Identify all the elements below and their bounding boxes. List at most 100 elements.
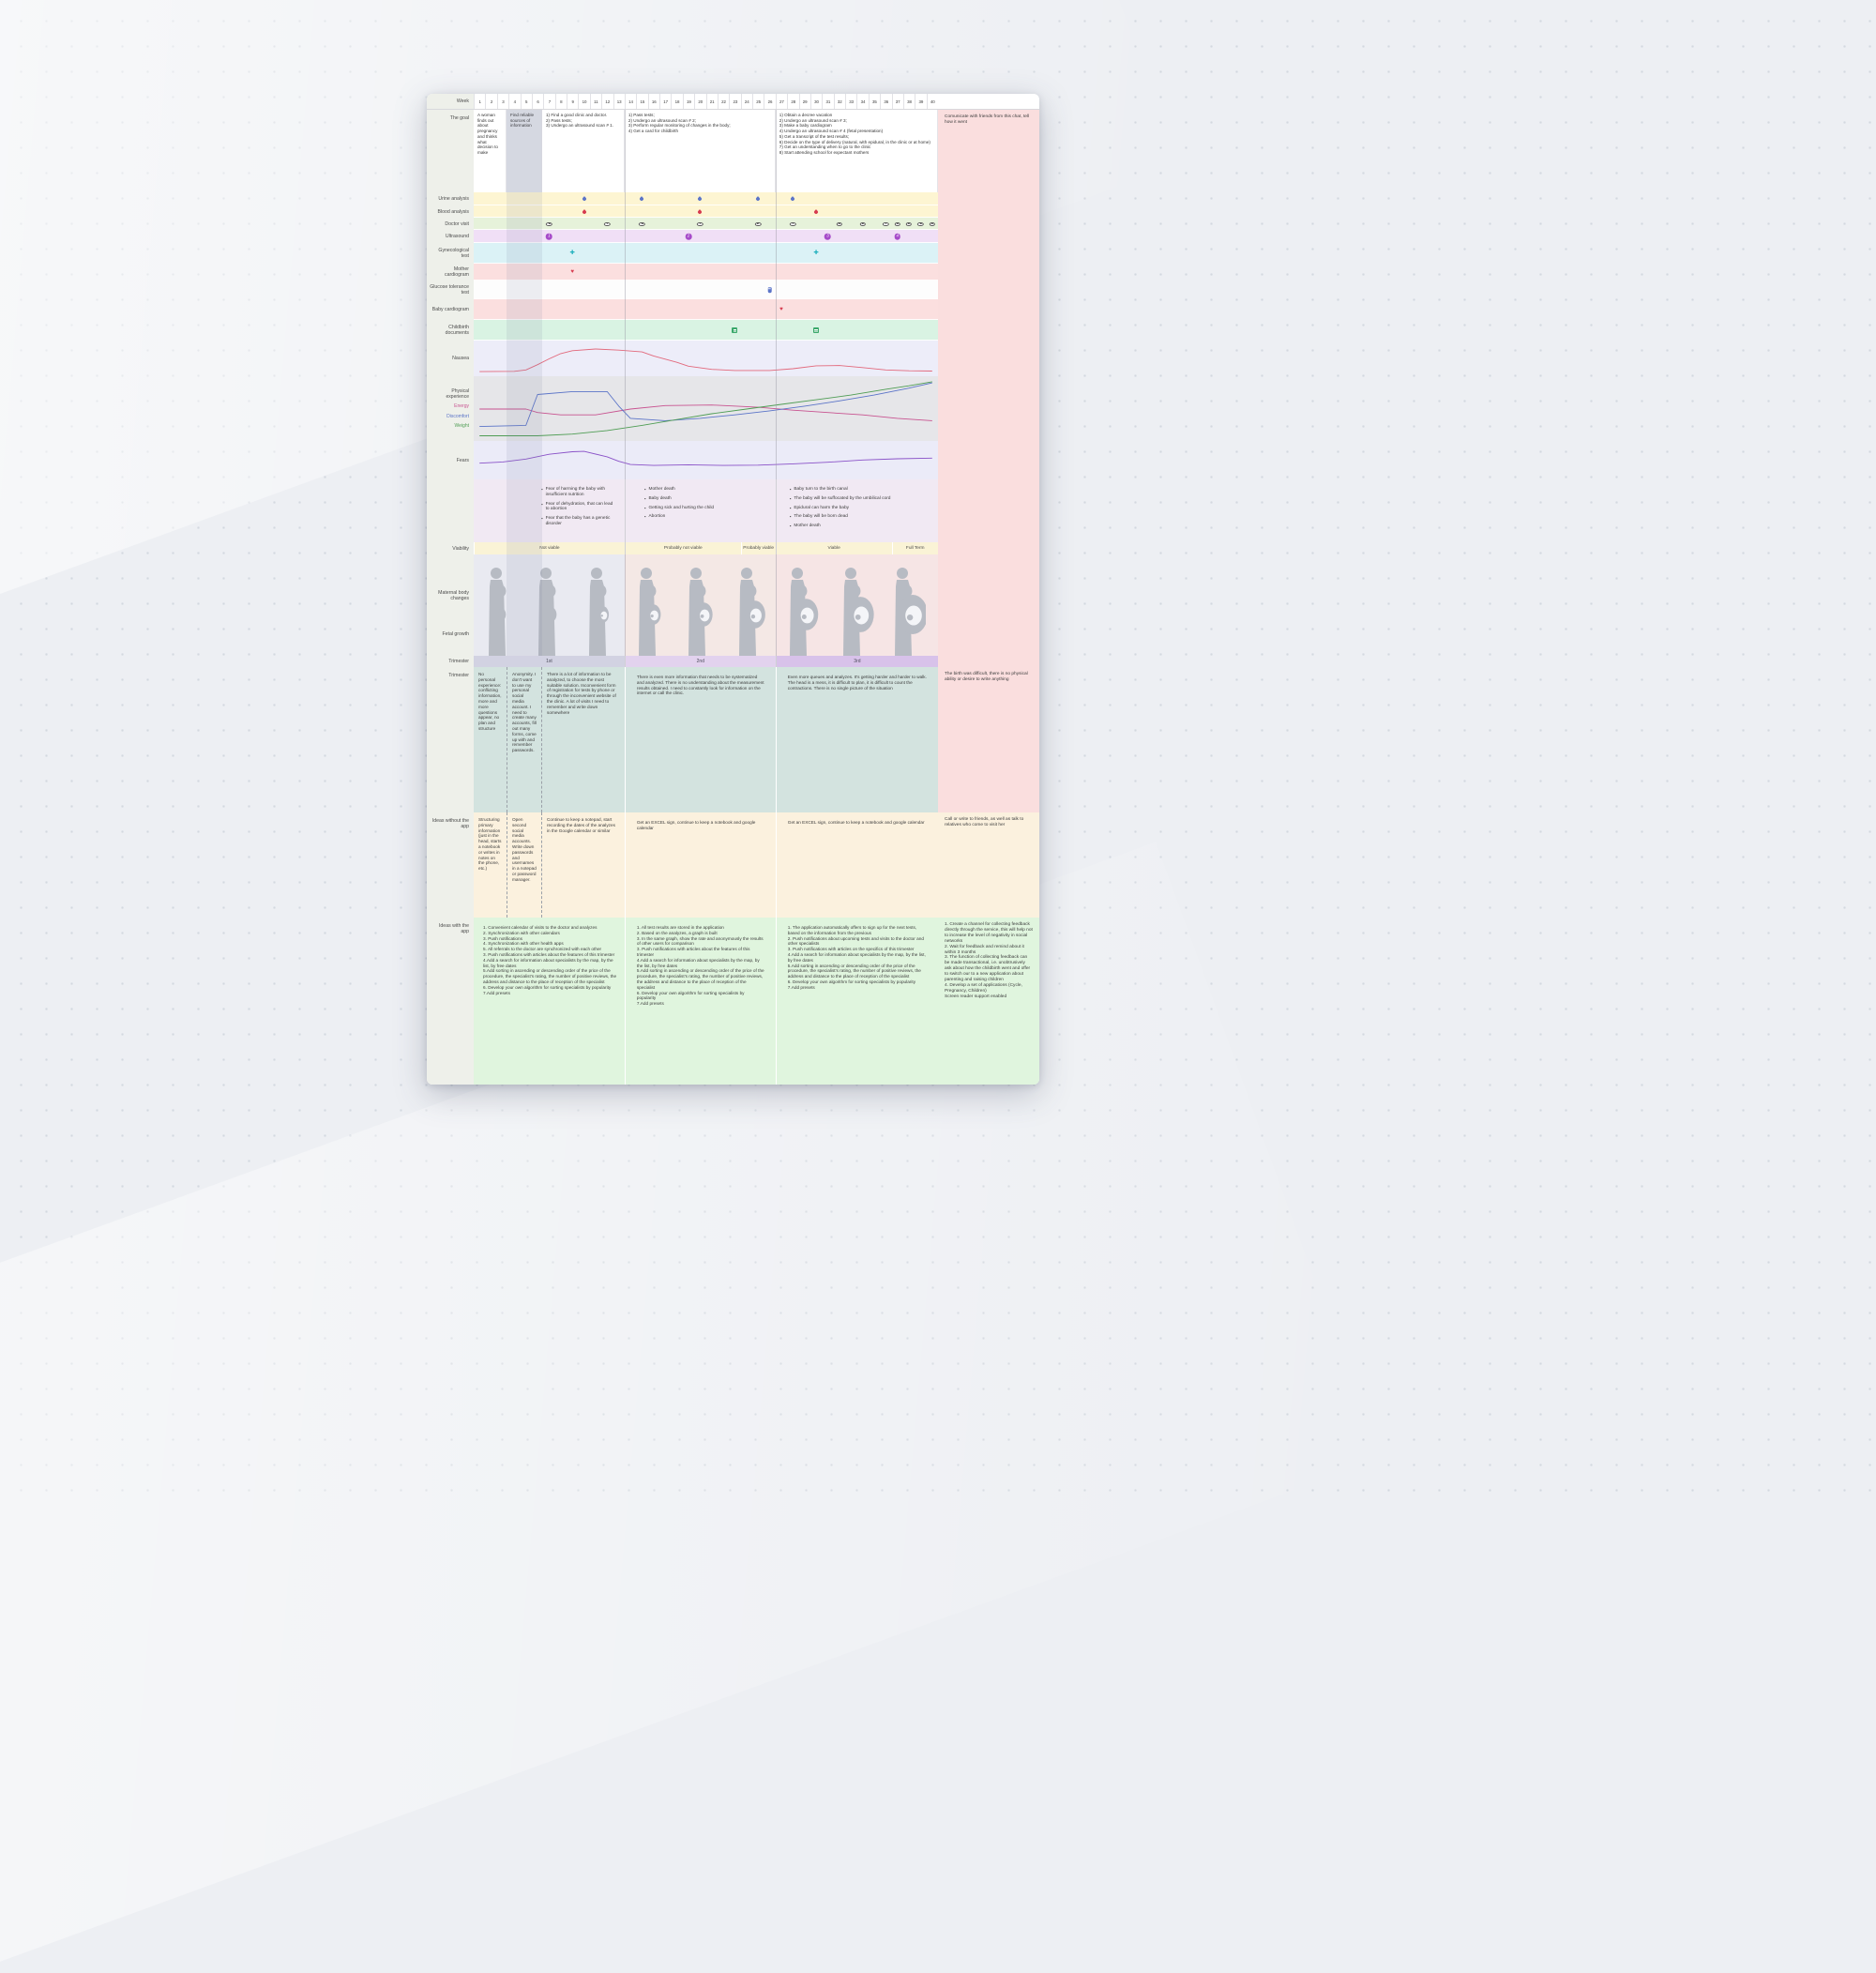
note-trimester-3: Even more queues and analyzes. It's gett… bbox=[775, 667, 938, 812]
app-idea-trimester-1: 1. Convenient calendar of visits to the … bbox=[483, 925, 617, 995]
note-weeks-3-5: Anonymity. I don't want to use my person… bbox=[507, 667, 542, 812]
fear-item: ▪ Abortion bbox=[643, 514, 666, 520]
pregnant-silhouette bbox=[489, 568, 507, 656]
fears-label: Fears bbox=[427, 441, 474, 479]
ultrasound-number-icon: 3 bbox=[825, 233, 831, 240]
week-number: 10 bbox=[578, 94, 589, 109]
test-band bbox=[474, 192, 938, 205]
pregnant-silhouette bbox=[895, 568, 926, 656]
plus-icon: ✚ bbox=[813, 249, 819, 256]
tests-section: Urine analysis Blood analysis Doctor visit… bbox=[427, 192, 1039, 341]
goal-postpartum-note: Comunicate with friends from this chat, … bbox=[938, 110, 1039, 192]
trimester-1-segment: 1st bbox=[474, 656, 625, 667]
test-label: Blood analysis bbox=[427, 205, 474, 218]
test-row: Mother cardiogram ♥ bbox=[427, 264, 1039, 281]
week-number: 32 bbox=[833, 94, 845, 109]
week-number: 26 bbox=[764, 94, 775, 109]
pregnant-silhouette bbox=[538, 568, 557, 656]
fear-item: ▪ The baby will be born dead bbox=[789, 514, 848, 520]
eye-icon bbox=[929, 221, 936, 226]
fear-item: ▪ Mother death bbox=[643, 487, 675, 492]
test-band: ✚ ✚ bbox=[474, 243, 938, 264]
goal-cell-trimester-2: 1) Pass tests; 2) Undergo an ultrasound … bbox=[625, 110, 776, 192]
bullet-icon: ▪ bbox=[789, 505, 792, 510]
eye-icon bbox=[546, 221, 552, 226]
bullet-icon: ▪ bbox=[789, 487, 792, 492]
week-number: 36 bbox=[880, 94, 891, 109]
week-number: 30 bbox=[809, 94, 822, 109]
week-number: 19 bbox=[682, 94, 694, 109]
body-changes-row: Maternal body changes Fetal growth bbox=[427, 554, 1039, 656]
week-number: 11 bbox=[589, 94, 601, 109]
test-band bbox=[474, 281, 938, 299]
goal-cells: A woman finds out about pregnancy and th… bbox=[474, 110, 938, 192]
trimester-notes-label: Trimester bbox=[427, 667, 474, 812]
test-label: Glucose tolerance test bbox=[427, 281, 474, 299]
test-label: Gynecological test bbox=[427, 243, 474, 264]
week-number: 18 bbox=[671, 94, 682, 109]
eye-icon bbox=[917, 221, 924, 226]
week-header-label: Week bbox=[427, 94, 474, 109]
physical-experience-label: Physical experience bbox=[446, 387, 469, 400]
test-band bbox=[474, 320, 938, 341]
ideas-with-app-label: Ideas with the app bbox=[427, 918, 474, 1085]
fear-item: ▪ Fear of harming the baby with insuffici… bbox=[541, 487, 606, 497]
physical-row: Physical experience Energy Discomfort We… bbox=[427, 376, 1039, 441]
week-number: 1 bbox=[474, 94, 485, 109]
week-number: 6 bbox=[531, 94, 543, 109]
app-idea-trimester-2: 1. All test results are stored in the ap… bbox=[624, 918, 776, 1085]
pregnant-silhouette bbox=[739, 568, 765, 656]
week-number: 7 bbox=[543, 94, 554, 109]
eye-icon bbox=[639, 221, 645, 226]
week-number: 2 bbox=[485, 94, 496, 109]
fear-item: ▪ Fear that the baby has a genetic disord… bbox=[541, 516, 611, 526]
trimester-2-segment: 2nd bbox=[624, 656, 776, 667]
fear-list-trimester-2: ▪ Mother death ▪ Baby death ▪ Getting sick an… bbox=[624, 479, 776, 542]
week-number: 24 bbox=[740, 94, 752, 109]
trimester-1-divider bbox=[624, 110, 626, 667]
week-number: 33 bbox=[845, 94, 856, 109]
week-number: 28 bbox=[787, 94, 798, 109]
right-column bbox=[938, 656, 1039, 667]
trimester-notes-area: No personal experience: conflicting info… bbox=[474, 667, 938, 812]
discomfort-label: Discomfort bbox=[446, 413, 469, 419]
blood-drop-icon bbox=[581, 208, 587, 215]
nausea-chart-area bbox=[474, 341, 938, 376]
test-band: ♥ bbox=[474, 264, 938, 281]
goal-cell-weeks-3-5: Find reliable sources of information bbox=[507, 110, 542, 192]
test-row: Ultrasound 1 2 3 4 bbox=[427, 230, 1039, 243]
test-row: Blood analysis bbox=[427, 205, 1039, 218]
goal-cell-trimester-1: 1) Find a good clinic and doctor. 2) Pas… bbox=[542, 110, 625, 192]
week-number: 14 bbox=[624, 94, 636, 109]
eye-icon bbox=[894, 221, 900, 226]
viability-segment: Viable bbox=[775, 542, 892, 554]
week-numbers: 1 2 3 4 5 6 7 8 9 10 11 12 13 14 15 16 17 18 19 20 21 22 23 24 2… bbox=[474, 94, 938, 109]
body-changes-labels: Maternal body changes Fetal growth bbox=[427, 554, 474, 656]
right-column bbox=[938, 554, 1039, 656]
week-number: 27 bbox=[775, 94, 787, 109]
fear-list-trimester-3: ▪ Baby turn to the birth canal ▪ The baby w… bbox=[775, 479, 938, 542]
idea-trimester-3: Get an EXCEL sign, continue to keep a no… bbox=[775, 812, 938, 918]
physical-chart bbox=[479, 381, 932, 436]
physical-labels: Physical experience Energy Discomfort We… bbox=[427, 376, 474, 441]
idea-trimester-2: Get an EXCEL sign, continue to keep a no… bbox=[624, 812, 776, 918]
ultrasound-number-icon: 2 bbox=[685, 233, 692, 240]
bullet-icon: ▪ bbox=[541, 487, 543, 492]
ideas-with-app-area: 1. Convenient calendar of visits to the … bbox=[474, 918, 938, 1085]
right-column bbox=[938, 542, 1039, 554]
fear-item: ▪ Baby turn to the birth canal bbox=[789, 487, 848, 492]
right-column bbox=[938, 281, 1039, 299]
week-number: 35 bbox=[868, 94, 880, 109]
urine-drop-icon bbox=[697, 196, 704, 202]
week-number: 15 bbox=[636, 94, 647, 109]
pregnant-silhouette bbox=[589, 568, 610, 656]
right-column bbox=[938, 299, 1039, 320]
fear-lists-area: ▪ Fear of harming the baby with insuffici… bbox=[474, 479, 938, 542]
pregnant-silhouette bbox=[688, 568, 713, 656]
test-band: ♥ bbox=[474, 299, 938, 320]
week-number: 17 bbox=[659, 94, 671, 109]
eye-icon bbox=[883, 221, 889, 226]
app-idea-trimester-3: 1. The application automatically offers … bbox=[775, 918, 938, 1085]
trimester-2-divider bbox=[775, 110, 777, 667]
trimester-bar: 1st 2nd 3rd bbox=[474, 656, 938, 667]
